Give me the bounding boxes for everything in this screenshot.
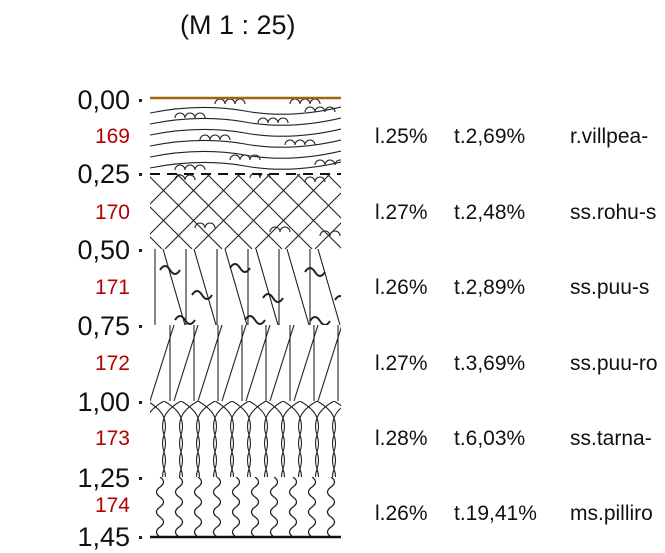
sample-number: 173: [94, 427, 130, 450]
ash-content: t.2,48%: [454, 201, 526, 224]
ash-content: t.19,41%: [454, 502, 537, 525]
depth-label: 0,50: [77, 235, 130, 265]
layer-pattern-wood-reed: [150, 325, 341, 401]
peat-type: ms.pilliro: [570, 502, 653, 525]
ash-content: t.3,69%: [454, 352, 526, 375]
peat-type: ss.puu-ro: [570, 352, 658, 375]
peat-type: ss.puu-s: [570, 276, 650, 299]
sample-number: 169: [94, 125, 130, 148]
layer-pattern-sedge-sphagnum: [150, 174, 341, 249]
depth-label: 1,45: [77, 522, 130, 552]
loss-on-ignition: l.27%: [375, 352, 428, 375]
depth-tick: [139, 325, 142, 328]
loss-on-ignition: l.28%: [375, 427, 428, 450]
sample-number: 172: [94, 352, 130, 375]
ash-content: t.6,03%: [454, 427, 526, 450]
layer-pattern-reed: [155, 477, 336, 537]
depth-label: 0,00: [77, 85, 130, 115]
loss-on-ignition: l.26%: [375, 502, 428, 525]
peat-type: ss.rohu-s: [570, 201, 657, 224]
sample-number: 170: [94, 201, 130, 224]
peat-type: r.villpea-: [570, 125, 649, 148]
depth-label: 0,75: [77, 311, 130, 341]
depth-tick: [139, 173, 142, 176]
loss-on-ignition: l.27%: [375, 201, 428, 224]
ash-content: t.2,89%: [454, 276, 526, 299]
layer-pattern-eriophorum: [150, 99, 341, 171]
depth-tick: [139, 99, 142, 102]
depth-label: 0,25: [77, 159, 130, 189]
depth-label: 1,25: [77, 463, 130, 493]
peat-type: ss.tarna-: [570, 427, 652, 450]
depth-tick: [139, 249, 142, 252]
depth-label: 1,00: [77, 387, 130, 417]
layer-pattern-wood-sphagnum: [154, 249, 341, 325]
depth-tick: [139, 536, 142, 539]
scale-title: (M 1 : 25): [180, 10, 296, 40]
layer-pattern-sedge: [150, 401, 341, 477]
depth-tick: [139, 401, 142, 404]
sample-number: 174: [94, 494, 130, 517]
sample-number: 171: [94, 276, 130, 299]
loss-on-ignition: l.25%: [375, 125, 428, 148]
depth-tick: [139, 477, 142, 480]
ash-content: t.2,69%: [454, 125, 526, 148]
loss-on-ignition: l.26%: [375, 276, 428, 299]
